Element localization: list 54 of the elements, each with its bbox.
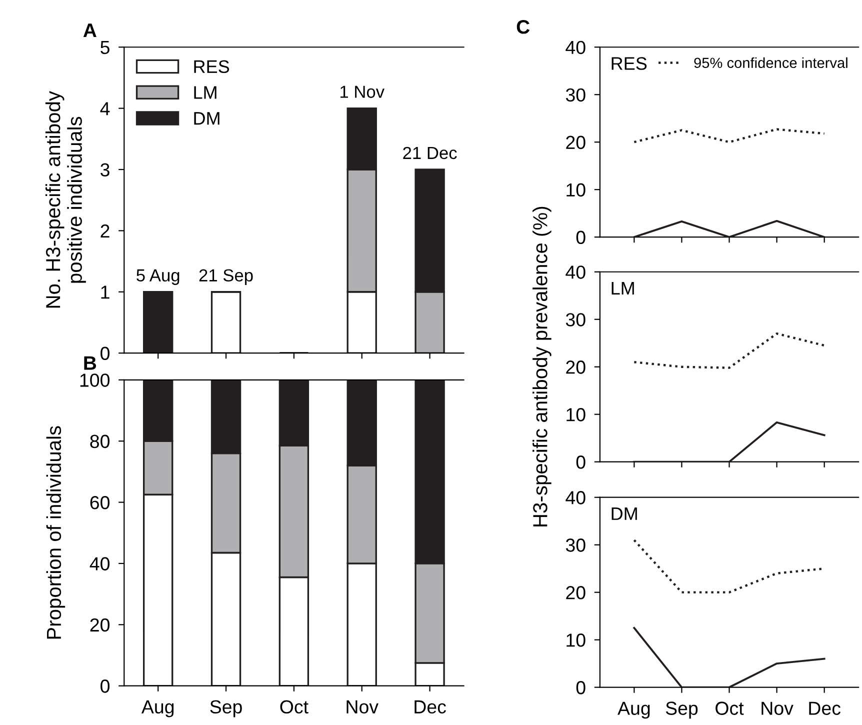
y-tick-label: 0 (100, 346, 110, 360)
y-tick-label: 2 (100, 224, 110, 238)
annotation: 21 Sep (199, 269, 253, 285)
y-tick-label: 30 (566, 313, 586, 326)
chart-title: B (84, 356, 96, 370)
annotation: RES (612, 57, 647, 70)
y-tick-label: 40 (566, 266, 586, 279)
x-tick-label: Nov (346, 700, 378, 714)
chart-title: A (83, 24, 96, 37)
legend-label: DM (194, 112, 220, 125)
x-tick-label: Sep (666, 702, 698, 719)
x-tick-label: Dec (414, 700, 446, 714)
y-tick-label: 1 (101, 286, 110, 299)
y-tick-label: 10 (566, 408, 586, 422)
y-tick-label: 20 (566, 136, 586, 150)
legend-label: 95% confidence interval (694, 57, 848, 68)
x-tick-label: Dec (809, 702, 841, 715)
y-tick-label: 40 (566, 40, 586, 54)
y-tick-label: 30 (566, 538, 586, 552)
y-tick-label: 0 (576, 681, 586, 694)
y-tick-label: 0 (576, 230, 586, 244)
y-axis-title: No. H3-specific antibody positive individuals (45, 90, 86, 308)
y-tick-label: 3 (100, 163, 110, 176)
y-tick-label: 4 (100, 102, 110, 116)
y-tick-label: 0 (576, 456, 586, 469)
y-tick-label: 30 (566, 88, 586, 102)
x-tick-label: Aug (141, 700, 174, 718)
annotation: DM (612, 508, 637, 520)
x-tick-label: Aug (618, 702, 650, 719)
x-tick-label: Oct (280, 700, 308, 714)
chart-title: C (516, 20, 530, 34)
y-tick-label: 40 (90, 557, 110, 570)
y-tick-label: 40 (566, 491, 586, 504)
y-axis-title: Proportion of individuals (46, 426, 66, 639)
y-tick-label: 0 (100, 680, 110, 693)
annotation: LM (612, 282, 634, 294)
legend-label: LM (194, 86, 216, 99)
annotation: 1 Nov (340, 86, 384, 98)
x-tick-label: Nov (762, 702, 794, 715)
y-tick-label: 60 (90, 496, 110, 510)
x-tick-label: Sep (210, 700, 242, 718)
annotation: 21 Dec (403, 146, 457, 160)
legend-label: RES (194, 60, 230, 74)
y-tick-label: 10 (566, 634, 586, 647)
annotation: 5 Aug (136, 269, 180, 285)
y-tick-label: 80 (90, 434, 110, 448)
y-tick-label: 10 (566, 183, 586, 197)
y-axis-title: H3-specific antibody prevalence (%) (532, 206, 552, 526)
y-tick-label: 100 (80, 374, 110, 387)
y-tick-label: 20 (566, 360, 586, 374)
y-tick-label: 20 (90, 618, 110, 632)
y-tick-label: 5 (100, 41, 110, 54)
y-tick-label: 20 (566, 586, 586, 600)
x-tick-label: Oct (716, 702, 744, 715)
